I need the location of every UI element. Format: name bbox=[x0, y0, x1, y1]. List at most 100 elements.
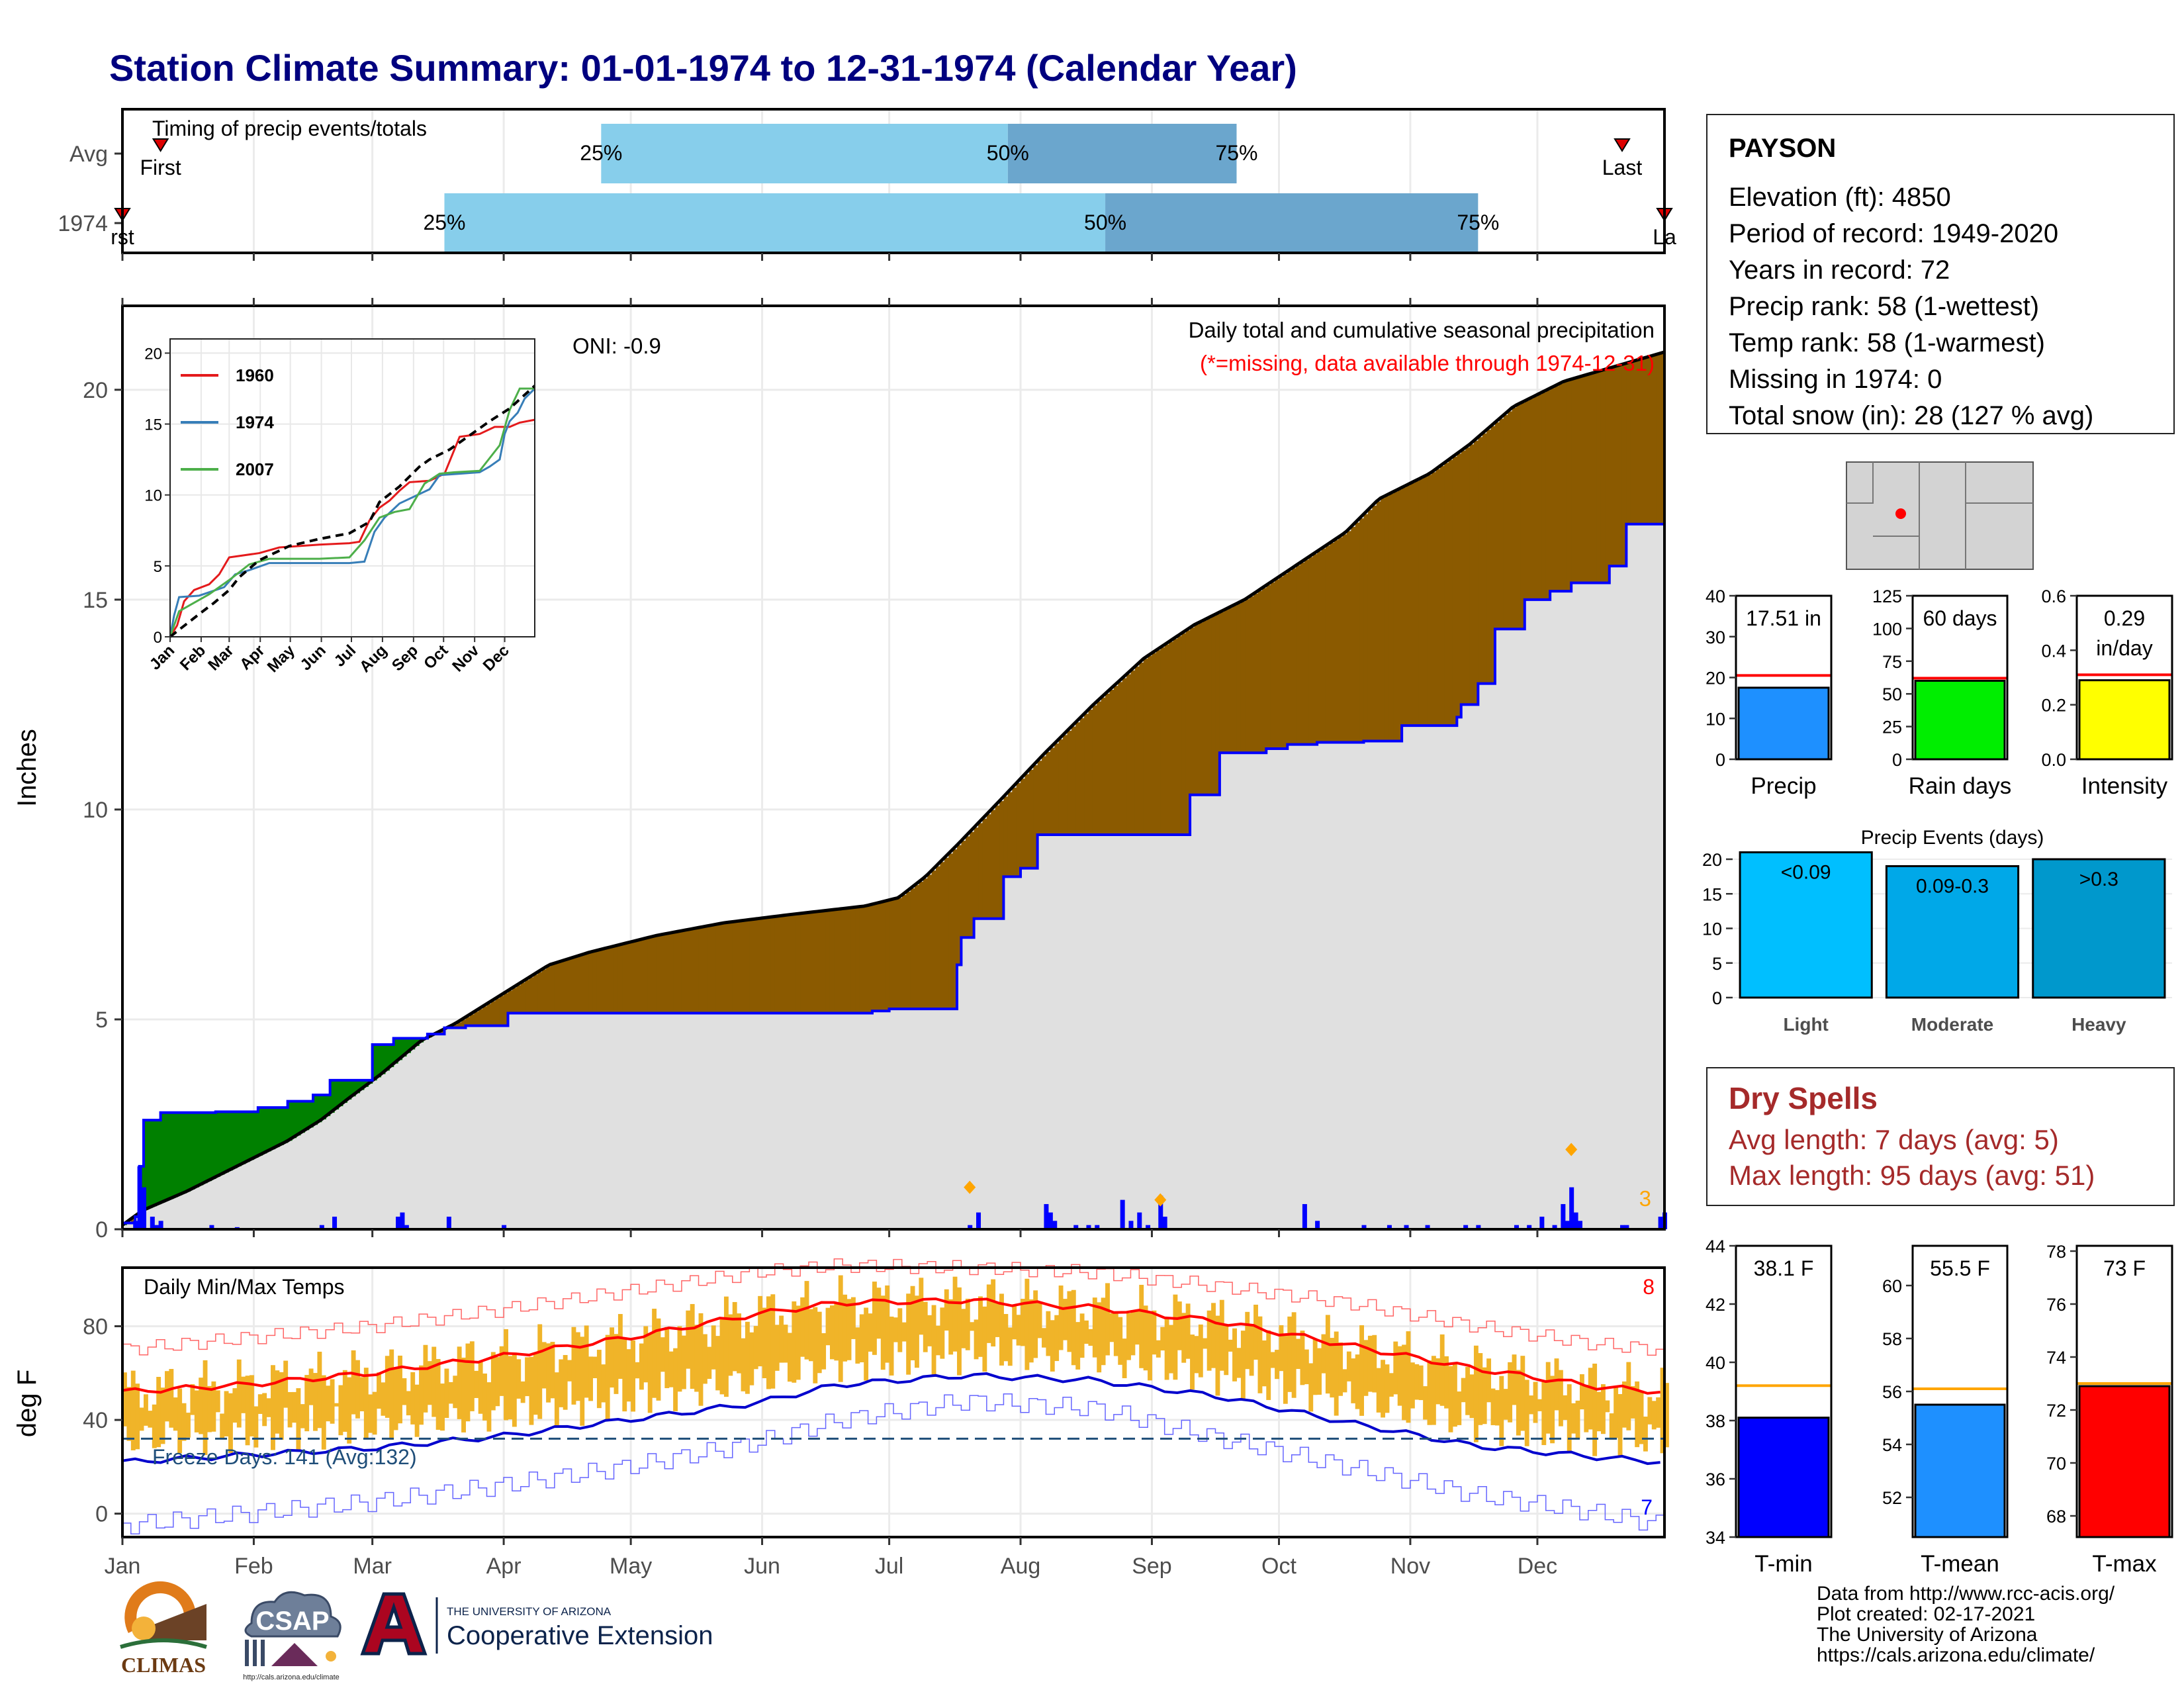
daily-temp-bar bbox=[707, 1346, 712, 1380]
deficit-fill bbox=[1660, 353, 1665, 524]
daily-temp-bar bbox=[1101, 1297, 1106, 1366]
credit-org: The University of Arizona bbox=[1817, 1624, 2038, 1646]
daily-temp-bar bbox=[1224, 1324, 1229, 1376]
deficit-fill bbox=[1219, 612, 1224, 753]
inset-ytick-label: 15 bbox=[144, 416, 162, 434]
daily-temp-bar bbox=[944, 1289, 949, 1331]
deficit-fill bbox=[1007, 792, 1013, 877]
bars-intensity-frame bbox=[2075, 594, 2173, 761]
bars-precip-ytick-label: 30 bbox=[1706, 628, 1725, 647]
daily-temp-bar bbox=[1054, 1315, 1060, 1362]
daily-precip-bar bbox=[1514, 1225, 1519, 1229]
temps-frame bbox=[121, 1266, 1666, 1538]
timing-pct-label: 50% bbox=[1084, 211, 1126, 234]
daily-temp-bar bbox=[1007, 1327, 1013, 1366]
deficit-fill bbox=[482, 1006, 488, 1026]
daily-temp-bar bbox=[241, 1376, 246, 1413]
last-event-marker bbox=[1614, 138, 1631, 152]
daily-temp-bar bbox=[1181, 1313, 1187, 1363]
daily-temp-bar bbox=[448, 1382, 453, 1404]
daily-temp-bar bbox=[1113, 1313, 1118, 1356]
deficit-fill bbox=[639, 939, 644, 1013]
surplus-fill bbox=[410, 1038, 416, 1050]
deficit-fill bbox=[719, 923, 725, 1013]
deficit-fill bbox=[512, 988, 517, 1013]
daily-temp-bar bbox=[808, 1309, 813, 1362]
daily-temp-bar bbox=[1461, 1378, 1466, 1403]
daily-temp-bar bbox=[1486, 1358, 1492, 1403]
inset-series-1974 bbox=[169, 387, 536, 637]
deficit-fill bbox=[753, 919, 758, 1013]
station-temp-rank: Temp rank: 58 (1-warmest) bbox=[1729, 328, 2045, 357]
daily-temp-bar bbox=[1118, 1317, 1123, 1365]
deficit-fill bbox=[1113, 686, 1118, 835]
deficit-fill bbox=[673, 932, 678, 1013]
daily-temp-bar bbox=[639, 1343, 644, 1390]
daily-temp-bar bbox=[271, 1365, 275, 1450]
surplus-fill bbox=[173, 1112, 178, 1197]
deficit-fill bbox=[1372, 505, 1377, 741]
surplus-fill bbox=[338, 1080, 343, 1107]
surplus-fill bbox=[385, 1045, 390, 1071]
daily-temp-bar bbox=[461, 1357, 466, 1432]
daily-temp-bar bbox=[1533, 1382, 1538, 1423]
deficit-fill bbox=[1016, 783, 1021, 877]
surplus-fill bbox=[215, 1111, 220, 1177]
timing-row-label: Avg bbox=[69, 142, 108, 167]
timing-pct-label: 50% bbox=[987, 141, 1029, 165]
deficit-fill bbox=[1134, 666, 1140, 835]
deficit-fill bbox=[626, 943, 631, 1013]
daily-temp-bar bbox=[1177, 1301, 1182, 1350]
daily-temp-bar bbox=[995, 1303, 1000, 1337]
surplus-fill bbox=[317, 1095, 322, 1123]
deficit-fill bbox=[1376, 501, 1381, 741]
daily-precip-bar bbox=[1577, 1221, 1582, 1229]
deficit-fill bbox=[745, 920, 750, 1013]
surplus-fill bbox=[160, 1112, 165, 1203]
daily-temp-bar bbox=[762, 1307, 767, 1379]
daily-precip-marker bbox=[964, 1180, 976, 1194]
precip-ytick-label: 5 bbox=[95, 1008, 108, 1033]
surplus-fill bbox=[402, 1038, 407, 1057]
deficit-fill bbox=[453, 1024, 458, 1028]
surplus-fill bbox=[283, 1107, 289, 1143]
deficit-fill bbox=[1537, 394, 1542, 600]
daily-temp-bar bbox=[1639, 1390, 1644, 1444]
daily-temp-bar bbox=[554, 1372, 559, 1427]
surplus-fill bbox=[372, 1045, 377, 1081]
month-label: Aug bbox=[1001, 1554, 1041, 1579]
deficit-fill bbox=[1516, 404, 1521, 630]
deficit-fill bbox=[783, 915, 788, 1013]
daily-temp-bar bbox=[1418, 1365, 1424, 1401]
daily-temp-bar bbox=[541, 1342, 547, 1389]
surplus-fill bbox=[148, 1120, 153, 1209]
month-label: Nov bbox=[1390, 1554, 1430, 1579]
timing-pct-label: 25% bbox=[580, 141, 622, 165]
deficit-fill bbox=[694, 928, 700, 1013]
daily-temp-bar bbox=[957, 1287, 962, 1376]
bars-intensity-value-label: 0.29 bbox=[2104, 606, 2145, 630]
daily-temp-bar bbox=[571, 1327, 576, 1405]
bars-tmin-ytick-label: 36 bbox=[1706, 1470, 1725, 1489]
deficit-fill bbox=[1393, 491, 1398, 741]
daily-temp-bar bbox=[1664, 1383, 1669, 1448]
daily-temp-bar bbox=[1261, 1340, 1267, 1387]
bars-raindays-value-label: 60 days bbox=[1923, 606, 1997, 630]
deficit-fill bbox=[1418, 479, 1424, 726]
daily-temp-bar bbox=[681, 1335, 686, 1389]
daily-temp-bar bbox=[499, 1346, 504, 1396]
bars-tmean-ytick-label: 58 bbox=[1882, 1329, 1902, 1349]
daily-precip-bar bbox=[968, 1225, 973, 1229]
deficit-fill bbox=[1240, 601, 1246, 753]
daily-temp-bar bbox=[774, 1325, 780, 1371]
daily-temp-bar bbox=[1385, 1364, 1390, 1413]
deficit-fill bbox=[766, 917, 771, 1013]
daily-temp-bar bbox=[1431, 1356, 1436, 1425]
daily-temp-bar bbox=[351, 1350, 356, 1415]
daily-temp-bar bbox=[1355, 1354, 1360, 1409]
deficit-fill bbox=[1075, 722, 1081, 835]
precip-ytick-label: 10 bbox=[83, 798, 108, 823]
deficit-fill bbox=[550, 964, 555, 1013]
daily-temp-bar bbox=[1092, 1297, 1097, 1358]
locator-map bbox=[1846, 461, 2034, 570]
